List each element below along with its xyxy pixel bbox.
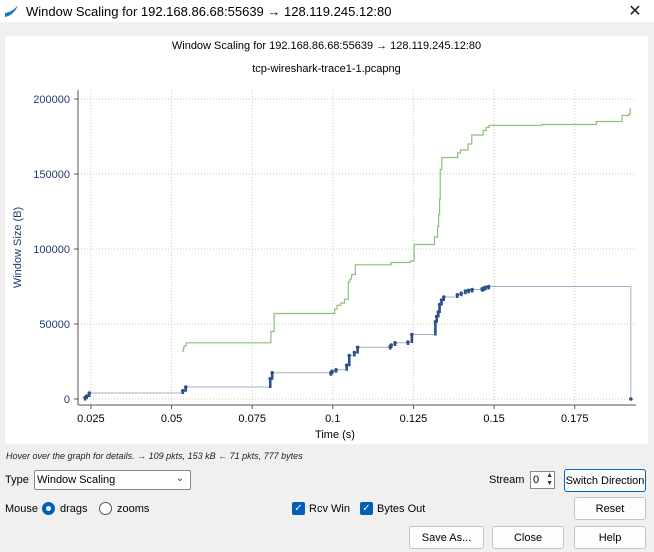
bytes-out-marker [356,346,359,354]
zooms-label: zooms [117,503,150,515]
bytes-out-point [270,370,274,375]
reset-button[interactable]: Reset [574,497,646,520]
wireshark-fin-icon [5,5,18,17]
bytes-out-marker [345,364,348,371]
bytes-out-point [455,292,460,297]
save-as-button[interactable]: Save As... [409,526,484,549]
bytes-out-point [352,350,357,355]
bytes-out-point [347,353,352,358]
chevron-down-icon: ⌄ [175,473,184,484]
bytes-out-point [355,345,360,350]
plot-panel[interactable]: Window Scaling for 192.168.86.68:55639 →… [5,36,648,444]
bytes-out-point [439,298,444,302]
plot-subtitle: tcp-wireshark-trace1-1.pcapng [252,63,401,75]
y-tick-label: 0 [64,394,70,406]
help-button[interactable]: Help [574,526,646,549]
hover-hint: Hover over the graph for details. → 109 … [6,451,303,461]
window-scaling-chart[interactable]: 0.025 0.05 0.075 0.1 0.125 0.15 0.175 0 50000 100… [5,36,648,444]
bytes-out-marker [268,377,272,388]
x-tick-label: 0.05 [161,413,182,425]
bytes-out-marker [438,303,441,313]
bytes-out-marker [434,320,437,336]
x-tick-label: 0.15 [483,413,504,425]
bytes-out-point [330,369,334,374]
plot-title: Window Scaling for 192.168.86.68:55639 →… [171,40,482,52]
bytes-out-checkbox[interactable]: ✓ [360,502,373,515]
bytes-out-point [181,388,185,393]
stream-label: Stream [489,474,525,486]
rcv-win-label: Rcv Win [309,503,350,515]
title-bar: Window Scaling for 192.168.86.68:55639 →… [0,0,654,22]
stream-value: 0 [533,474,540,486]
bytes-out-point [84,394,89,398]
bytes-out-marker [410,333,414,343]
close-icon[interactable]: ✕ [628,3,642,20]
x-tick-label: 0.025 [77,413,105,425]
x-tick-label: 0.075 [238,413,266,425]
y-axis-label: Window Size (B) [12,207,24,288]
bytes-out-marker [435,315,438,323]
bytes-out-marker [270,371,274,380]
type-select[interactable]: Window Scaling ⌄ [34,470,191,490]
bytes-out-point [466,288,471,293]
window-title: Window Scaling for 192.168.86.68:55639 →… [26,3,392,19]
y-tick-label: 100000 [33,244,70,256]
zooms-radio[interactable] [99,502,112,515]
bytes-out-marker [184,386,188,392]
bytes-out-point [486,284,491,289]
bytes-out-point [389,343,393,347]
bytes-out-point [183,385,188,389]
bytes-out-point [441,295,446,299]
bytes-out-marker [347,354,351,367]
bytes-out-series-line [85,286,632,399]
bytes-out-point [344,363,349,368]
drags-radio[interactable] [42,502,55,515]
bytes-out-point [459,291,463,296]
mouse-label: Mouse [5,503,39,515]
x-tick-label: 0.125 [400,413,428,425]
stream-spinbox[interactable]: 0 ▲ ▼ [530,471,555,489]
x-tick-label: 0.1 [325,413,340,425]
bytes-out-point [87,391,92,395]
rcv-win-series-line [181,108,631,352]
bytes-out-marker [440,299,443,306]
close-button[interactable]: Close [492,526,564,549]
y-tick-label: 200000 [33,94,70,106]
x-tick-label: 0.175 [561,413,589,425]
bytes-out-point [410,332,414,337]
y-tick-label: 150000 [33,169,70,181]
bytes-out-point [334,367,338,372]
drags-label: drags [60,503,88,515]
spinner-arrows-icon[interactable]: ▲ ▼ [546,472,553,487]
type-select-value: Window Scaling [37,474,116,486]
bytes-out-point [629,397,633,401]
bytes-out-point [406,340,410,344]
bytes-out-point [483,285,488,290]
bytes-out-marker [436,311,440,318]
switch-direction-button[interactable]: Switch Direction [564,469,646,492]
bytes-out-point [393,340,397,345]
bytes-out-label: Bytes Out [377,503,426,515]
x-axis-label: Time (s) [315,429,355,441]
y-tick-label: 50000 [39,319,70,331]
rcv-win-checkbox[interactable]: ✓ [292,502,305,515]
type-label: Type [5,474,29,486]
bytes-out-point [470,287,474,292]
bytes-out-point [463,289,468,293]
